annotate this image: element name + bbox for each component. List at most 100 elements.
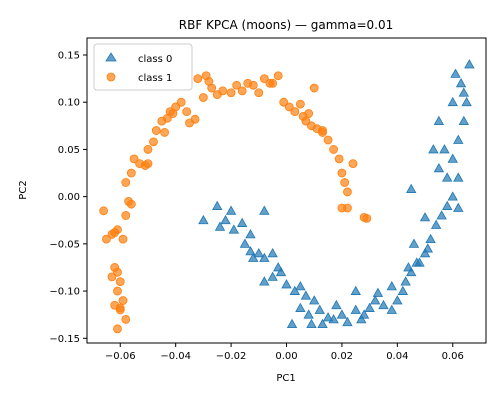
y-tick-label: 0.15 bbox=[58, 50, 80, 61]
x-tick-label: −0.06 bbox=[105, 351, 136, 362]
class-1-point bbox=[337, 203, 347, 213]
class-0-point bbox=[419, 247, 431, 258]
class-0-point bbox=[447, 191, 458, 201]
class-0-point bbox=[309, 295, 320, 305]
class-1-point bbox=[190, 114, 200, 124]
class-0-point bbox=[406, 183, 417, 193]
class-0-point bbox=[458, 115, 470, 125]
class-1-point bbox=[362, 213, 372, 223]
class-0-point bbox=[428, 144, 439, 154]
class-0-point bbox=[275, 266, 287, 277]
x-tick-label: 0.06 bbox=[442, 351, 464, 362]
class-0-point bbox=[253, 247, 264, 258]
class-0-point bbox=[303, 309, 314, 319]
class-0-point bbox=[306, 318, 317, 329]
class-0-point bbox=[225, 205, 237, 215]
class-1-point bbox=[182, 107, 192, 117]
class-0-point bbox=[259, 205, 270, 215]
class-0-point bbox=[406, 266, 417, 277]
class-0-point bbox=[300, 290, 312, 300]
class-1-point bbox=[279, 97, 289, 107]
class-1-point bbox=[218, 86, 228, 96]
class-1-point bbox=[284, 102, 294, 112]
class-0-point bbox=[356, 314, 367, 324]
y-tick-label: −0.05 bbox=[49, 239, 80, 250]
class-1-point bbox=[248, 80, 258, 90]
class-0-point bbox=[212, 200, 223, 210]
class-0-point bbox=[248, 252, 259, 262]
class-1-point bbox=[226, 88, 236, 98]
y-tick-label: 0.10 bbox=[58, 98, 80, 109]
class-0-point bbox=[228, 224, 240, 234]
class-0-point bbox=[236, 217, 248, 227]
class-1-point bbox=[259, 74, 269, 84]
class-0-point bbox=[464, 59, 475, 69]
legend-label-class-1: class 1 bbox=[138, 73, 172, 84]
class-1-point bbox=[298, 111, 308, 121]
class-1-point bbox=[121, 178, 131, 187]
class-1-point bbox=[121, 211, 131, 220]
class-0-point bbox=[450, 68, 461, 78]
class-1-point bbox=[115, 305, 125, 315]
class-1-point bbox=[168, 109, 178, 118]
class-1-point bbox=[340, 178, 350, 187]
class-1-point bbox=[176, 97, 186, 107]
y-tick-label: −0.15 bbox=[49, 334, 80, 345]
y-tick-label: 0.00 bbox=[58, 192, 80, 203]
class-1-point bbox=[337, 168, 347, 178]
class-0-point bbox=[414, 257, 425, 267]
class-0-point bbox=[453, 134, 464, 144]
class-1-point bbox=[237, 86, 247, 96]
x-tick-label: −0.04 bbox=[160, 351, 191, 362]
class-1-point bbox=[151, 126, 161, 135]
class-0-point bbox=[425, 233, 436, 244]
class-0-point bbox=[453, 202, 464, 212]
class-0-point bbox=[455, 78, 467, 88]
class-0-point bbox=[439, 144, 450, 154]
class-0-point bbox=[267, 247, 278, 258]
class-1-point bbox=[121, 314, 131, 324]
class-0-point bbox=[447, 153, 458, 163]
class-1-point bbox=[115, 277, 125, 287]
class-0-point bbox=[281, 279, 292, 289]
class-1-point bbox=[118, 296, 128, 305]
class-0-point bbox=[317, 318, 328, 329]
x-axis-label: PC1 bbox=[276, 373, 295, 384]
class-0-point bbox=[403, 262, 414, 272]
x-tick-label: 0.00 bbox=[275, 351, 297, 362]
class-1-point bbox=[207, 83, 217, 93]
class-1-point bbox=[265, 78, 275, 88]
class-1-point bbox=[273, 71, 283, 81]
class-0-point bbox=[397, 285, 409, 295]
class-1-point bbox=[329, 145, 339, 154]
class-1-point bbox=[149, 137, 158, 147]
class-0-point bbox=[433, 115, 445, 125]
class-0-point bbox=[442, 200, 453, 210]
class-1-point bbox=[254, 88, 264, 98]
class-1-point bbox=[113, 225, 122, 235]
x-tick-label: 0.02 bbox=[331, 351, 353, 362]
class-1-point bbox=[323, 135, 333, 145]
legend-label-class-0: class 0 bbox=[138, 54, 172, 65]
class-0-point bbox=[430, 219, 442, 229]
class-1-point bbox=[143, 145, 153, 154]
class-1-point bbox=[107, 230, 117, 239]
class-1-point bbox=[126, 199, 136, 209]
x-tick-label: 0.04 bbox=[386, 351, 408, 362]
class-1-point bbox=[348, 159, 358, 168]
class-0-point bbox=[336, 309, 348, 319]
class-0-point bbox=[392, 295, 403, 305]
class-0-point bbox=[350, 285, 361, 295]
class-1-point bbox=[101, 234, 111, 244]
class-0-point bbox=[369, 295, 381, 305]
class-1-point bbox=[318, 128, 327, 137]
class-0-point bbox=[419, 212, 431, 222]
class-1-point bbox=[113, 286, 122, 296]
class-0-point bbox=[245, 229, 256, 239]
class-0-point bbox=[422, 243, 433, 253]
legend-box bbox=[93, 43, 193, 91]
legend: class 0 class 1 bbox=[93, 43, 193, 91]
x-axis-ticks: −0.06 −0.04 −0.02 0.00 0.02 0.04 0.06 bbox=[105, 343, 464, 362]
class-0-point bbox=[364, 302, 375, 312]
